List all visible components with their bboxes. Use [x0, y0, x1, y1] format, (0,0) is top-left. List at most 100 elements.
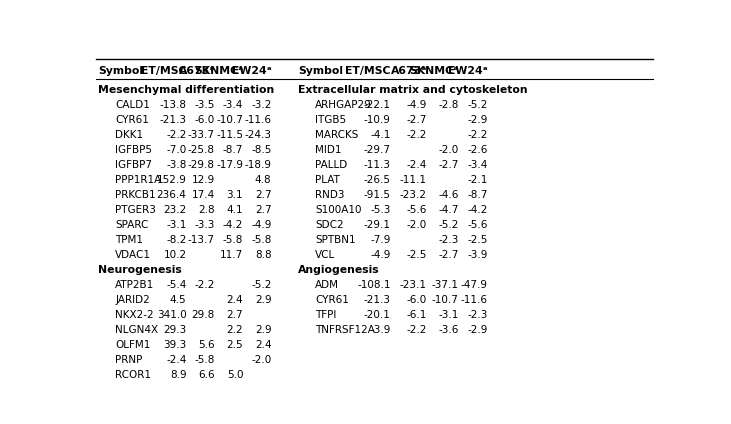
Text: SPTBN1: SPTBN1: [315, 235, 356, 245]
Text: -47.9: -47.9: [461, 280, 488, 290]
Text: ITGB5: ITGB5: [315, 115, 346, 125]
Text: IGFBP5: IGFBP5: [115, 145, 152, 155]
Text: -4.9: -4.9: [370, 250, 390, 260]
Text: ATP2B1: ATP2B1: [115, 280, 154, 290]
Text: PLAT: PLAT: [315, 175, 340, 185]
Text: PRKCB1: PRKCB1: [115, 190, 156, 200]
Text: Extracellular matrix and cytoskeleton: Extracellular matrix and cytoskeleton: [298, 85, 528, 95]
Text: -29.7: -29.7: [363, 145, 390, 155]
Text: MID1: MID1: [315, 145, 341, 155]
Text: -5.2: -5.2: [251, 280, 271, 290]
Text: -11.5: -11.5: [216, 130, 243, 140]
Text: -10.9: -10.9: [363, 115, 390, 125]
Text: -8.7: -8.7: [468, 190, 488, 200]
Text: PTGER3: PTGER3: [115, 205, 156, 215]
Text: 2.5: 2.5: [227, 340, 243, 351]
Text: TNFRSF12A: TNFRSF12A: [315, 325, 375, 335]
Text: -7.0: -7.0: [166, 145, 186, 155]
Text: ET/MSC: ET/MSC: [345, 66, 390, 76]
Text: 2.8: 2.8: [198, 205, 215, 215]
Text: 341.0: 341.0: [157, 310, 186, 321]
Text: RND3: RND3: [315, 190, 344, 200]
Text: -5.6: -5.6: [468, 220, 488, 230]
Text: -7.9: -7.9: [370, 235, 390, 245]
Text: -23.2: -23.2: [400, 190, 427, 200]
Text: CYR61: CYR61: [315, 296, 349, 305]
Text: NLGN4X: NLGN4X: [115, 325, 159, 335]
Text: -6.1: -6.1: [406, 310, 427, 321]
Text: 2.7: 2.7: [255, 190, 271, 200]
Text: -2.8: -2.8: [438, 100, 458, 110]
Text: OLFM1: OLFM1: [115, 340, 151, 351]
Text: -2.7: -2.7: [438, 250, 458, 260]
Text: -108.1: -108.1: [357, 280, 390, 290]
Text: -5.8: -5.8: [223, 235, 243, 245]
Text: -13.7: -13.7: [188, 235, 215, 245]
Text: -26.5: -26.5: [363, 175, 390, 185]
Text: EW24ᵃ: EW24ᵃ: [448, 66, 488, 76]
Text: 2.9: 2.9: [255, 325, 271, 335]
Text: JARID2: JARID2: [115, 296, 150, 305]
Text: -4.7: -4.7: [438, 205, 458, 215]
Text: SKNMCᵃ: SKNMCᵃ: [194, 66, 243, 76]
Text: PRNP: PRNP: [115, 355, 143, 365]
Text: Symbol: Symbol: [298, 66, 343, 76]
Text: -21.3: -21.3: [363, 296, 390, 305]
Text: -22.1: -22.1: [363, 100, 390, 110]
Text: -37.1: -37.1: [431, 280, 458, 290]
Text: -2.2: -2.2: [406, 130, 427, 140]
Text: -3.4: -3.4: [223, 100, 243, 110]
Text: -2.2: -2.2: [468, 130, 488, 140]
Text: -4.9: -4.9: [406, 100, 427, 110]
Text: -10.7: -10.7: [216, 115, 243, 125]
Text: 17.4: 17.4: [192, 190, 215, 200]
Text: 8.8: 8.8: [255, 250, 271, 260]
Text: 2.9: 2.9: [255, 296, 271, 305]
Text: -2.7: -2.7: [406, 115, 427, 125]
Text: -3.9: -3.9: [468, 250, 488, 260]
Text: -3.1: -3.1: [438, 310, 458, 321]
Text: RCOR1: RCOR1: [115, 371, 151, 380]
Text: Mesenchymal differentiation: Mesenchymal differentiation: [98, 85, 274, 95]
Text: -11.6: -11.6: [461, 296, 488, 305]
Text: -2.6: -2.6: [468, 145, 488, 155]
Text: TFPI: TFPI: [315, 310, 336, 321]
Text: -4.9: -4.9: [251, 220, 271, 230]
Text: -18.9: -18.9: [245, 160, 271, 170]
Text: DKK1: DKK1: [115, 130, 143, 140]
Text: -11.6: -11.6: [245, 115, 271, 125]
Text: A673ᵃ: A673ᵃ: [178, 66, 215, 76]
Text: -17.9: -17.9: [216, 160, 243, 170]
Text: -3.5: -3.5: [194, 100, 215, 110]
Text: -8.7: -8.7: [223, 145, 243, 155]
Text: EW24ᵃ: EW24ᵃ: [232, 66, 271, 76]
Text: -3.4: -3.4: [468, 160, 488, 170]
Text: Neurogenesis: Neurogenesis: [98, 265, 182, 275]
Text: -10.7: -10.7: [431, 296, 458, 305]
Text: 236.4: 236.4: [156, 190, 186, 200]
Text: 29.8: 29.8: [192, 310, 215, 321]
Text: -6.0: -6.0: [406, 296, 427, 305]
Text: -33.7: -33.7: [188, 130, 215, 140]
Text: -4.6: -4.6: [438, 190, 458, 200]
Text: 5.0: 5.0: [227, 371, 243, 380]
Text: A673ᵃ: A673ᵃ: [390, 66, 427, 76]
Text: -3.8: -3.8: [166, 160, 186, 170]
Text: -5.2: -5.2: [438, 220, 458, 230]
Text: SDC2: SDC2: [315, 220, 344, 230]
Text: 2.4: 2.4: [255, 340, 271, 351]
Text: 5.6: 5.6: [198, 340, 215, 351]
Text: ET/MSC: ET/MSC: [141, 66, 186, 76]
Text: TPM1: TPM1: [115, 235, 143, 245]
Text: -2.5: -2.5: [406, 250, 427, 260]
Text: SPARC: SPARC: [115, 220, 148, 230]
Text: -6.0: -6.0: [194, 115, 215, 125]
Text: -2.0: -2.0: [251, 355, 271, 365]
Text: -5.8: -5.8: [251, 235, 271, 245]
Text: VDAC1: VDAC1: [115, 250, 151, 260]
Text: -4.2: -4.2: [468, 205, 488, 215]
Text: ARHGAP29: ARHGAP29: [315, 100, 372, 110]
Text: -29.8: -29.8: [188, 160, 215, 170]
Text: -2.9: -2.9: [468, 115, 488, 125]
Text: -5.2: -5.2: [468, 100, 488, 110]
